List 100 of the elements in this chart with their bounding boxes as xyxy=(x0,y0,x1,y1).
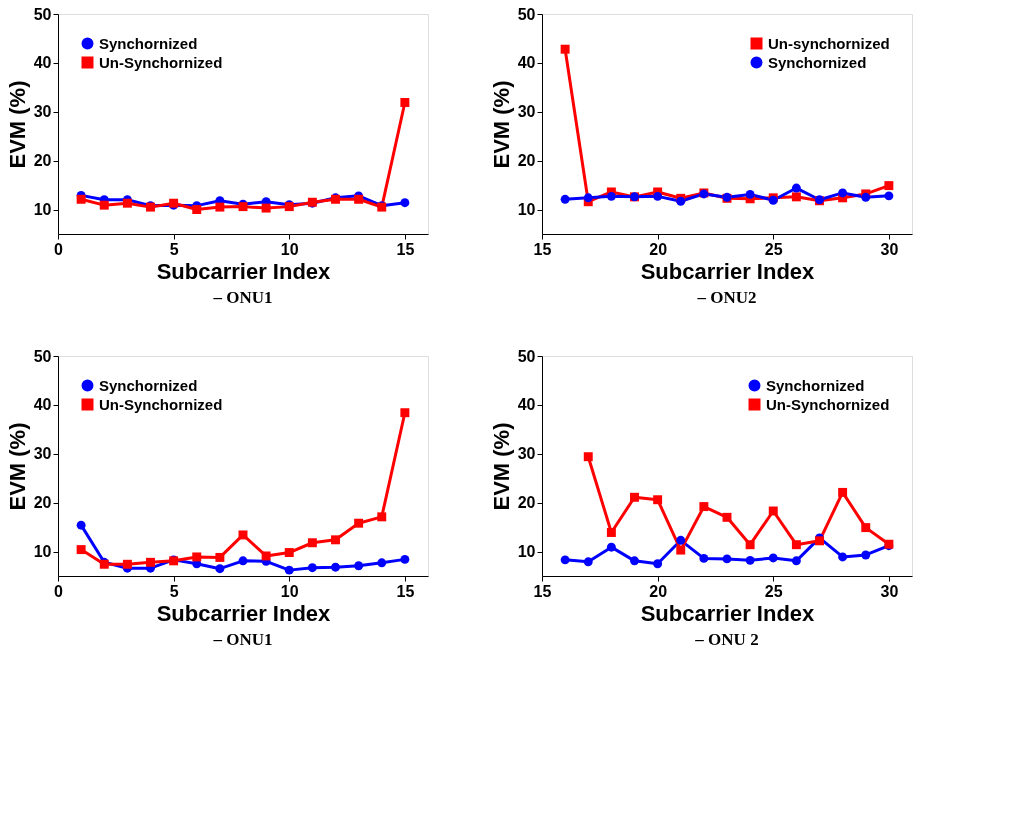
y-tick-label: 10 xyxy=(33,201,52,219)
x-axis-title: Subcarrier Index xyxy=(156,600,332,626)
x-tick-label: 15 xyxy=(533,240,552,258)
point xyxy=(284,548,294,558)
y-tick-label: 50 xyxy=(517,5,536,23)
point xyxy=(76,194,86,204)
point xyxy=(560,44,570,54)
point xyxy=(307,538,317,548)
y-tick-label: 40 xyxy=(33,54,52,72)
point xyxy=(791,192,801,202)
point xyxy=(284,565,294,575)
point xyxy=(791,540,801,550)
text: – ONU1 xyxy=(212,288,273,307)
point xyxy=(653,559,663,569)
x-tick-label: 30 xyxy=(880,240,899,258)
legend-label: Un-Synchornized xyxy=(99,395,223,413)
point xyxy=(791,556,801,566)
y-tick-label: 50 xyxy=(33,347,52,365)
text: – ONU 2 xyxy=(694,630,759,649)
y-tick-label: 10 xyxy=(517,543,536,561)
y-tick-label: 30 xyxy=(517,103,536,121)
point xyxy=(215,202,225,212)
point xyxy=(745,189,755,199)
point xyxy=(838,552,848,562)
y-axis-title: EVM (%) xyxy=(488,422,514,511)
x-axis-title: Subcarrier Index xyxy=(640,258,816,284)
point xyxy=(699,502,709,512)
point xyxy=(331,535,340,545)
y-tick-label: 40 xyxy=(33,396,52,414)
point xyxy=(238,530,248,540)
x-tick-label: 0 xyxy=(54,582,64,600)
point xyxy=(606,542,616,552)
text: – ONU2 xyxy=(696,288,757,307)
legend-label: Synchornized xyxy=(99,34,198,52)
point xyxy=(745,555,755,565)
legend-label: Synchornized xyxy=(768,53,867,71)
legend-label: Un-Synchornized xyxy=(766,395,890,413)
point xyxy=(192,205,202,215)
point xyxy=(76,545,86,555)
y-tick-label: 20 xyxy=(33,152,52,170)
point xyxy=(400,554,410,564)
legend-label: Un-Synchornized xyxy=(99,53,223,71)
y-tick-label: 30 xyxy=(517,445,536,463)
point xyxy=(560,555,570,565)
x-axis-title: Subcarrier Index xyxy=(640,600,816,626)
point xyxy=(861,550,871,560)
y-tick-label: 20 xyxy=(33,494,52,512)
x-tick-label: 25 xyxy=(764,240,783,258)
x-tick-label: 25 xyxy=(764,582,783,600)
legend-label: Synchornized xyxy=(766,376,865,394)
point xyxy=(884,181,894,191)
point xyxy=(722,512,732,522)
point xyxy=(884,191,894,201)
point xyxy=(676,535,686,545)
point xyxy=(400,198,410,208)
y-tick-label: 40 xyxy=(517,54,536,72)
legend-label: Un-synchornized xyxy=(768,34,890,52)
point xyxy=(400,408,410,418)
y-tick-label: 50 xyxy=(517,347,536,365)
point xyxy=(261,551,271,561)
x-tick-label: 10 xyxy=(280,240,299,258)
x-tick-label: 20 xyxy=(649,240,668,258)
point xyxy=(400,98,410,107)
legend-label: Synchornized xyxy=(99,376,198,394)
point xyxy=(377,512,387,522)
point xyxy=(99,200,109,210)
x-tick-label: 0 xyxy=(54,240,64,258)
point xyxy=(838,487,848,497)
y-tick-label: 30 xyxy=(33,103,52,121)
point xyxy=(354,518,364,528)
point xyxy=(768,553,778,563)
point xyxy=(699,553,709,563)
point xyxy=(261,203,271,213)
point xyxy=(192,552,202,562)
x-tick-label: 15 xyxy=(533,582,552,600)
point xyxy=(653,495,663,505)
point xyxy=(331,562,340,572)
point xyxy=(676,545,686,555)
point xyxy=(606,528,616,537)
point xyxy=(653,191,663,201)
point xyxy=(238,556,248,566)
x-tick-label: 30 xyxy=(880,582,899,600)
x-tick-label: 10 xyxy=(280,582,299,600)
point xyxy=(76,520,86,530)
point xyxy=(791,183,801,193)
x-tick-label: 15 xyxy=(396,240,415,258)
point xyxy=(583,452,593,462)
y-axis-title: EVM (%) xyxy=(4,80,30,169)
point xyxy=(560,194,570,204)
point xyxy=(215,564,225,574)
y-tick-label: 50 xyxy=(33,5,52,23)
x-tick-label: 15 xyxy=(396,582,415,600)
point xyxy=(122,559,132,569)
point xyxy=(745,540,755,550)
point xyxy=(377,558,387,568)
y-axis-title: EVM (%) xyxy=(4,422,30,511)
point xyxy=(606,191,616,201)
x-tick-label: 5 xyxy=(169,582,179,600)
point xyxy=(838,188,848,198)
point xyxy=(583,193,593,203)
